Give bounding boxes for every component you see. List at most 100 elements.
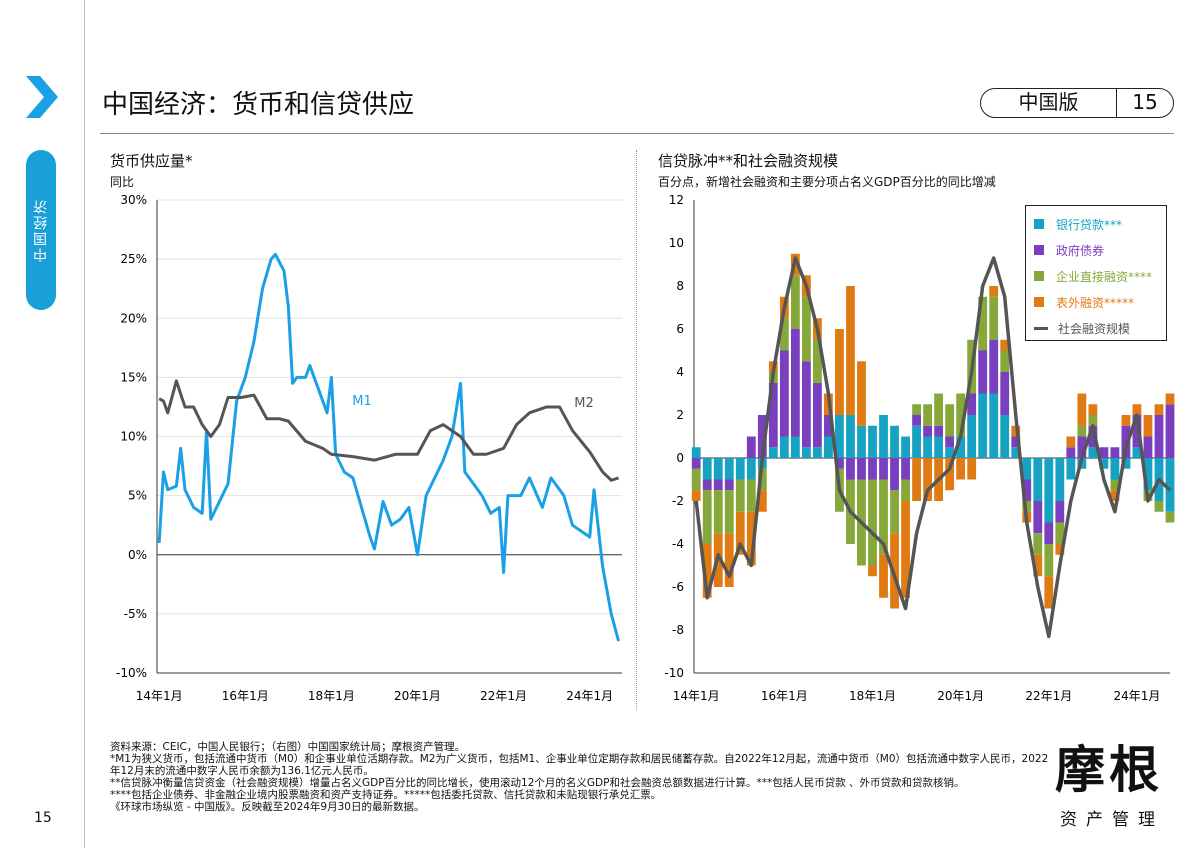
x-tick-label: 22年1月 (480, 689, 527, 703)
right-chart-title: 信贷脉冲**和社会融资规模 (658, 152, 839, 170)
legend-item: 表外融资***** (1034, 289, 1158, 315)
bar-segment (912, 425, 921, 458)
bar-segment (912, 415, 921, 426)
bar-segment (879, 479, 888, 555)
x-tick-label: 14年1月 (673, 689, 720, 703)
bar-segment (868, 425, 877, 458)
legend-swatch (1034, 245, 1044, 255)
bar-segment (1165, 404, 1175, 458)
legend-label: 企业直接融资**** (1056, 269, 1153, 284)
y-tick-label: 30% (120, 193, 147, 207)
bar-segment (923, 458, 932, 501)
edition-badge: 中国版 15 (980, 88, 1174, 118)
bar-segment (735, 458, 745, 480)
legend-label: 银行贷款*** (1056, 217, 1123, 232)
bar-segment (746, 436, 756, 458)
bar-segment (1088, 404, 1098, 415)
bar-segment (713, 458, 723, 480)
bar-segment (879, 415, 888, 458)
bar-segment (890, 490, 899, 534)
bar-segment (1154, 415, 1164, 458)
series-label-m2: M2 (574, 396, 594, 411)
legend-item: 银行贷款*** (1034, 211, 1158, 237)
bar-segment (1033, 458, 1043, 501)
sidebar-divider (84, 0, 85, 848)
y-tick-label: -5% (124, 607, 147, 621)
bar-segment (1044, 458, 1054, 523)
bar-segment (768, 447, 778, 458)
bar-segment (1154, 404, 1164, 415)
bar-segment (1165, 511, 1175, 523)
bar-segment (1110, 447, 1120, 458)
bar-segment (868, 458, 877, 480)
bar-segment (879, 458, 888, 480)
bar-segment (890, 458, 899, 491)
x-tick-label: 22年1月 (1025, 689, 1072, 703)
bar-segment (801, 361, 811, 448)
y-tick-label: 0 (676, 451, 684, 465)
footnote: 资料来源：CEIC，中国人民银行；（右图）中国国家统计局；摩根资产管理。 (110, 741, 466, 753)
bar-segment (1077, 436, 1087, 458)
footnote: *M1为狭义货币，包括流通中货币（M0）和企事业单位活期存款。M2为广义货币，包… (110, 753, 1049, 777)
bar-segment (1044, 522, 1054, 544)
x-tick-label: 24年1月 (1113, 689, 1160, 703)
bar-segment (735, 511, 745, 555)
bar-segment (868, 565, 877, 577)
bar-segment (846, 458, 855, 480)
bar-segment (1077, 393, 1087, 426)
bar-segment (912, 458, 921, 501)
bar-segment (1143, 415, 1153, 437)
bar-segment (757, 415, 767, 458)
bar-segment (1033, 554, 1043, 577)
bar-segment (857, 361, 866, 426)
bar-segment (1000, 415, 1010, 458)
bar-segment (1088, 425, 1098, 448)
x-tick-label: 16年1月 (222, 689, 269, 703)
bar-segment (945, 447, 955, 458)
y-tick-label: 4 (676, 365, 684, 379)
legend-label: 政府债券 (1056, 243, 1105, 258)
bar-segment (813, 382, 822, 448)
series-label-m1: M1 (352, 394, 372, 409)
bar-segment (702, 490, 712, 544)
bar-segment (1022, 479, 1032, 501)
bar-segment (978, 296, 988, 351)
series-line-m2 (158, 379, 620, 482)
bar-segment (813, 339, 822, 383)
bar-segment (857, 458, 866, 480)
x-tick-label: 18年1月 (849, 689, 896, 703)
bar-segment (835, 415, 844, 458)
bar-segment (1066, 447, 1076, 458)
y-tick-label: 8 (676, 279, 684, 293)
bar-segment (1088, 415, 1098, 426)
y-tick-label: -10 (664, 666, 684, 680)
legend-item: 政府债券 (1034, 237, 1158, 263)
bar-segment (724, 533, 734, 587)
bar-segment (923, 436, 932, 458)
bar-segment (1066, 436, 1076, 448)
brand-logo: 摩根 (1055, 740, 1163, 799)
bar-segment (1121, 415, 1131, 426)
bar-segment (879, 554, 888, 598)
y-tick-label: 5% (128, 489, 147, 503)
bar-segment (956, 393, 966, 437)
y-tick-label: 0% (128, 548, 147, 562)
bar-segment (691, 447, 701, 458)
brand-chevron-icon (26, 76, 58, 118)
bar-segment (912, 404, 921, 415)
bar-segment (1044, 544, 1054, 577)
bar-segment (934, 436, 944, 458)
bar-segment (702, 544, 712, 598)
bar-segment (713, 479, 723, 491)
bar-segment (1000, 372, 1010, 415)
bar-segment (945, 458, 955, 491)
header-page-number: 15 (1132, 90, 1158, 114)
bar-segment (945, 436, 955, 448)
legend-label: 社会融资规模 (1058, 321, 1131, 336)
bar-segment (1121, 458, 1131, 469)
bar-segment (923, 425, 932, 437)
left-chart-subtitle: 同比 (110, 175, 135, 189)
bar-segment (1066, 458, 1076, 480)
bar-segment (768, 382, 778, 448)
bar-segment (1165, 458, 1175, 512)
